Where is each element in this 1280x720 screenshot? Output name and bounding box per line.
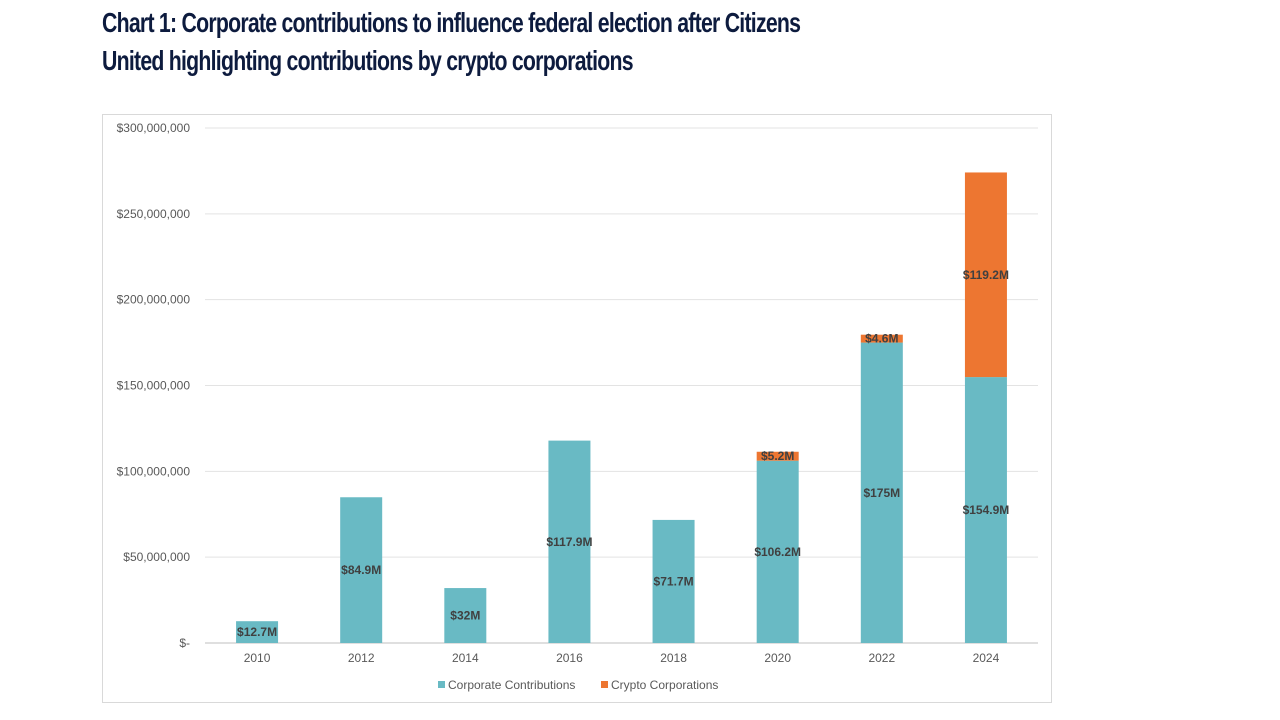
x-tick-label: 2012 [348, 651, 375, 665]
x-tick-label: 2010 [244, 651, 271, 665]
legend-swatch [438, 681, 445, 688]
x-tick-label: 2016 [556, 651, 583, 665]
data-label: $106.2M [754, 545, 801, 559]
bar-corporate [548, 440, 591, 643]
bar-corporate [860, 342, 903, 643]
x-tick-label: 2018 [660, 651, 687, 665]
chart-title-line2: United highlighting contributions by cry… [102, 45, 634, 76]
bar-crypto [756, 451, 799, 461]
y-tick-label: $300,000,000 [117, 121, 191, 135]
y-tick-label: $250,000,000 [117, 207, 191, 221]
bar-corporate [756, 460, 799, 643]
y-tick-label: $- [179, 636, 190, 650]
data-label: $12.7M [237, 625, 277, 639]
legend-swatch [601, 681, 608, 688]
x-tick-label: 2014 [452, 651, 479, 665]
y-tick-label: $150,000,000 [117, 379, 191, 393]
data-label: $4.6M [865, 332, 898, 346]
bar-corporate [444, 588, 487, 643]
x-tick-label: 2024 [973, 651, 1000, 665]
chart-title: Chart 1: Corporate contributions to infl… [102, 4, 801, 80]
chart-title-line1: Chart 1: Corporate contributions to infl… [102, 7, 801, 38]
data-label: $71.7M [654, 574, 694, 588]
x-tick-label: 2022 [868, 651, 895, 665]
bar-crypto [860, 334, 903, 343]
data-label: $119.2M [963, 268, 1009, 282]
data-label: $32M [450, 609, 480, 623]
bar-corporate [236, 621, 279, 643]
y-tick-label: $100,000,000 [117, 464, 191, 478]
data-label: $154.9M [963, 503, 1010, 517]
data-label: $175M [863, 486, 900, 500]
data-label: $84.9M [341, 563, 381, 577]
bar-corporate [652, 519, 695, 643]
legend-label: Crypto Corporations [611, 678, 718, 692]
bar-corporate [964, 377, 1007, 643]
bar-corporate [340, 497, 383, 643]
legend-label: Corporate Contributions [448, 678, 575, 692]
chart-frame [102, 114, 1052, 703]
x-tick-label: 2020 [764, 651, 791, 665]
data-label: $117.9M [546, 535, 592, 549]
y-tick-label: $50,000,000 [123, 550, 190, 564]
bar-crypto [964, 172, 1007, 378]
y-tick-label: $200,000,000 [117, 293, 191, 307]
data-label: $5.2M [761, 449, 794, 463]
